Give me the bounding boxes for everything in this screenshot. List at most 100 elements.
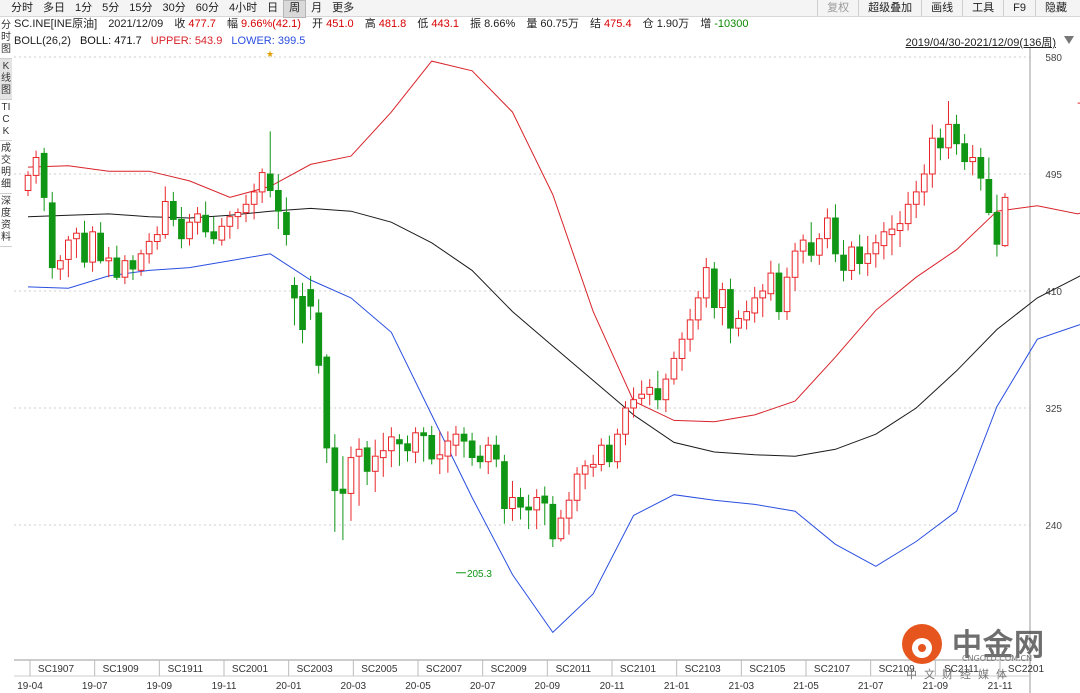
contract-label: SC2003 (297, 664, 334, 675)
candle-body (460, 433, 468, 442)
candle-body (549, 503, 557, 540)
open-field: 开 451.0 (312, 18, 354, 30)
period-tab-0[interactable]: 分时 (11, 2, 33, 14)
period-tab-1[interactable]: 多日 (43, 2, 65, 14)
tool-button-3[interactable]: 工具 (962, 0, 1003, 16)
candle-body (323, 356, 331, 449)
candle-body (97, 232, 105, 262)
candle-body (533, 497, 541, 511)
candle-body (856, 246, 863, 264)
boll-upper-value: 543.9 (194, 35, 223, 47)
candle-body (816, 238, 823, 256)
x-tick-label: 20-03 (341, 681, 367, 692)
candle-body (73, 232, 80, 240)
candle-body (226, 216, 234, 227)
candle-body (937, 137, 944, 149)
period-tab-10[interactable]: 月 (311, 2, 323, 14)
candle-body (291, 285, 298, 299)
contract-label: SC2101 (620, 664, 657, 675)
contract-label: SC2011 (556, 664, 592, 675)
candle-body (953, 123, 960, 145)
contract-label: SC1911 (168, 664, 204, 675)
amplitude-field: 振 8.66% (470, 18, 515, 30)
settle-label: 结 (589, 18, 601, 30)
candle-body (702, 267, 710, 299)
side-tab-2[interactable]: TICK (0, 100, 12, 141)
candle-body (57, 260, 64, 270)
candle-body (751, 297, 759, 314)
candle-body (170, 201, 177, 220)
boll-lower-label: LOWER: (231, 35, 275, 47)
tool-button-0[interactable]: 复权 (817, 0, 858, 16)
candle-body (961, 143, 968, 163)
candle-body (799, 239, 807, 252)
contract-label: SC2111 (944, 664, 979, 675)
side-tab-0[interactable]: 分时图 (0, 18, 12, 59)
period-tab-2[interactable]: 1分 (75, 2, 93, 14)
candle-body (1001, 196, 1009, 247)
contract-label: SC2001 (232, 664, 269, 675)
y-tick-label: 325 (1045, 404, 1062, 415)
tool-buttons: 复权 超级叠加 画线 工具 F9 隐藏 (817, 0, 1076, 16)
period-tab-11[interactable]: 更多 (332, 2, 355, 14)
period-tab-4[interactable]: 15分 (129, 2, 153, 14)
candle-body (388, 436, 395, 452)
candle-body (153, 234, 161, 243)
candle-body (355, 448, 363, 457)
side-tab-4[interactable]: 深度资料 (0, 194, 12, 247)
period-tab-3[interactable]: 5分 (102, 2, 120, 14)
tool-button-1[interactable]: 超级叠加 (858, 0, 921, 16)
candle-body (791, 250, 799, 278)
boll-mid: BOLL: 471.7 (80, 35, 142, 47)
candle-body (452, 433, 460, 446)
candle-body (807, 242, 815, 256)
x-tick-label: 20-07 (470, 681, 496, 692)
candle-body (210, 231, 218, 240)
candle-body (331, 447, 339, 492)
boll-upper-line (27, 60, 1080, 423)
volume-label: 量 (526, 18, 538, 30)
annotation-label: 205.3 (467, 569, 492, 580)
tool-button-2[interactable]: 画线 (921, 0, 962, 16)
candle-body (824, 217, 831, 240)
period-tab-6[interactable]: 60分 (195, 2, 219, 14)
candle-body (178, 218, 185, 240)
candle-body (242, 203, 250, 214)
x-tick-label: 21-01 (664, 681, 690, 692)
candle-body (993, 212, 1001, 245)
symbol-name: SC.INE[INE原油] (14, 18, 98, 30)
open-interest-field: 仓 1.90万 (643, 18, 689, 30)
candle-body (283, 212, 290, 235)
side-tab-1[interactable]: K线图 (0, 59, 12, 100)
chevron-down-icon[interactable] (1064, 36, 1074, 44)
candle-body (589, 463, 597, 468)
side-tab-3[interactable]: 成交明细 (0, 141, 12, 194)
candle-body (767, 272, 775, 295)
oi-change-field: 增 -10300 (700, 18, 748, 30)
x-tick-label: 19-07 (82, 681, 108, 692)
candle-body (985, 179, 993, 213)
open-label: 开 (312, 18, 324, 30)
tool-button-5[interactable]: 隐藏 (1035, 0, 1076, 16)
open-interest-value: 1.90万 (656, 18, 690, 30)
oi-change-value: -10300 (714, 18, 749, 30)
high-field: 高 481.8 (365, 18, 407, 30)
x-tick-label: 20-09 (535, 681, 561, 692)
contract-label: SC2005 (361, 664, 398, 675)
candle-body (904, 203, 912, 225)
period-tab-7[interactable]: 4小时 (229, 2, 258, 14)
side-tabs: 分时图 K线图 TICK 成交明细 深度资料 (0, 18, 12, 247)
x-tick-label: 21-09 (923, 681, 949, 692)
change-field: 幅 9.66%(42.1) (227, 18, 301, 30)
period-tab-8[interactable]: 日 (267, 2, 279, 14)
contract-label: SC2103 (685, 664, 722, 675)
period-tab-5[interactable]: 30分 (162, 2, 186, 14)
oi-change-label: 增 (700, 18, 712, 30)
date-range-label[interactable]: 2019/04/30-2021/12/09(136周) (905, 37, 1056, 49)
candle-body (646, 386, 654, 395)
period-tab-9[interactable]: 周 (283, 0, 307, 18)
x-tick-label: 20-05 (405, 681, 431, 692)
candle-body (630, 399, 637, 409)
contract-label: SC2007 (426, 664, 463, 675)
tool-button-4[interactable]: F9 (1003, 0, 1035, 16)
